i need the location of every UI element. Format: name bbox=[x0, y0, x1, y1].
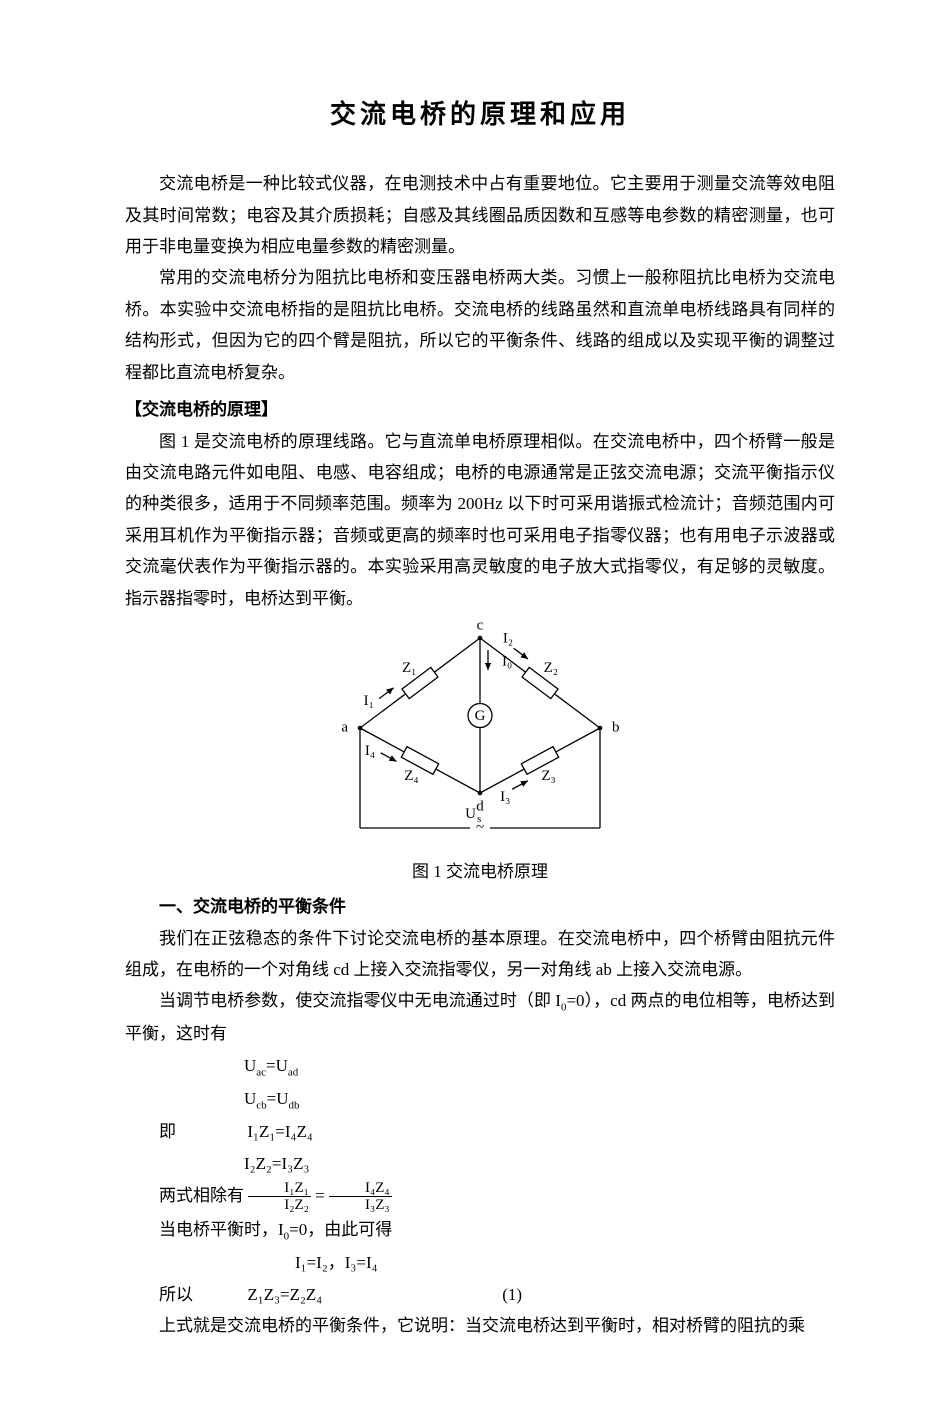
equation-number-1: (1) bbox=[502, 1279, 522, 1310]
svg-text:G: G bbox=[475, 708, 486, 724]
equation-line-i1z1: 即 I₁Z₁=I₄Z₄ bbox=[125, 1116, 835, 1147]
paragraph-conclusion: 上式就是交流电桥的平衡条件，它说明：当交流电桥达到平衡时，相对桥臂的阻抗的乘 bbox=[125, 1310, 835, 1341]
fraction-numerator: I₁Z₁ bbox=[248, 1180, 311, 1198]
svg-text:Z₁: Z₁ bbox=[402, 660, 416, 676]
paragraph-intro-1: 交流电桥是一种比较式仪器，在电测技术中占有重要地位。它主要用于测量交流等效电阻及… bbox=[125, 168, 835, 262]
paragraph-principle: 图 1 是交流电桥的原理线路。它与直流单电桥原理相似。在交流电桥中，四个桥臂一般… bbox=[125, 426, 835, 615]
eq-sub: cb bbox=[256, 1099, 266, 1111]
equation-i1i2-i3i4: I₁=I₂，I₃=I₄ bbox=[295, 1247, 835, 1279]
text-span: =0，由此可得 bbox=[289, 1220, 392, 1239]
equation-line-final: 所以 Z₁Z₃=Z₂Z₄ (1) bbox=[125, 1279, 835, 1310]
eq-sub: ad bbox=[288, 1066, 298, 1078]
eq-sub: db bbox=[289, 1099, 300, 1111]
equation-z1z3: Z₁Z₃=Z₂Z₄ bbox=[247, 1279, 322, 1310]
svg-text:Z₂: Z₂ bbox=[544, 660, 558, 676]
document-page: 交流电桥的原理和应用 交流电桥是一种比较式仪器，在电测技术中占有重要地位。它主要… bbox=[0, 0, 945, 1402]
svg-text:Z₃: Z₃ bbox=[541, 768, 555, 784]
eq-sym: U bbox=[276, 1089, 288, 1108]
paragraph-divide: 两式相除有 I₁Z₁ I₂Z₂ = I₄Z₄ I₃Z₃ bbox=[125, 1180, 835, 1214]
equation-ucb-udb: Ucb=Udb bbox=[244, 1083, 835, 1116]
svg-text:Z₄: Z₄ bbox=[404, 768, 418, 784]
equals-sign: = bbox=[315, 1186, 329, 1205]
svg-text:I₄: I₄ bbox=[365, 743, 375, 759]
eq-sym: U bbox=[244, 1089, 256, 1108]
equation-uac-uad: Uac=Uad bbox=[244, 1050, 835, 1083]
svg-text:c: c bbox=[477, 618, 484, 633]
page-title: 交流电桥的原理和应用 bbox=[125, 90, 835, 138]
lead-label: 当电桥平衡时，I bbox=[159, 1220, 284, 1239]
eq-sub: ac bbox=[256, 1066, 266, 1078]
eq-sym: U bbox=[276, 1056, 288, 1075]
lead-label: 所以 bbox=[125, 1279, 247, 1310]
equation-block: Uac=Uad Ucb=Udb bbox=[244, 1050, 835, 1117]
section-heading-principle: 【交流电桥的原理】 bbox=[125, 394, 835, 425]
fraction-denominator: I₂Z₂ bbox=[248, 1197, 311, 1214]
paragraph-balance-2: 当调节电桥参数，使交流指零仪中无电流通过时（即 I0=0），cd 两点的电位相等… bbox=[125, 985, 835, 1049]
fraction-left: I₁Z₁ I₂Z₂ bbox=[248, 1180, 311, 1214]
svg-text:I₁: I₁ bbox=[364, 693, 374, 709]
paragraph-when-balanced: 当电桥平衡时，I0=0，由此可得 bbox=[125, 1214, 835, 1247]
equation-i2z2: I₂Z₂=I₃Z₃ bbox=[244, 1148, 835, 1180]
equation-i1z1: I₁Z₁=I₄Z₄ bbox=[247, 1116, 312, 1147]
svg-text:U: U bbox=[465, 806, 476, 822]
svg-text:d: d bbox=[476, 799, 484, 815]
svg-text:I₀: I₀ bbox=[502, 654, 512, 670]
paragraph-balance-1: 我们在正弦稳态的条件下讨论交流电桥的基本原理。在交流电桥中，四个桥臂由阻抗元件组… bbox=[125, 923, 835, 986]
subheading-balance-condition: 一、交流电桥的平衡条件 bbox=[125, 891, 835, 922]
bridge-circuit-diagram: Z₁I₁Z₂I₂Z₃I₃Z₄I₄GI₀~Usabcd bbox=[330, 618, 630, 843]
figure-1: Z₁I₁Z₂I₂Z₃I₃Z₄I₄GI₀~Usabcd 图 1 交流电桥原理 bbox=[125, 618, 835, 887]
paragraph-intro-2: 常用的交流电桥分为阻抗比电桥和变压器电桥两大类。习惯上一般称阻抗比电桥为交流电桥… bbox=[125, 262, 835, 388]
fraction-right: I₄Z₄ I₃Z₃ bbox=[329, 1180, 392, 1214]
fraction-numerator: I₄Z₄ bbox=[329, 1180, 392, 1198]
lead-label: 两式相除有 bbox=[159, 1186, 244, 1205]
text-span: 当调节电桥参数，使交流指零仪中无电流通过时（即 I bbox=[159, 991, 561, 1010]
svg-text:s: s bbox=[477, 813, 481, 825]
svg-text:I₂: I₂ bbox=[503, 631, 513, 647]
svg-text:I₃: I₃ bbox=[500, 789, 510, 805]
eq-sym: U bbox=[244, 1056, 256, 1075]
svg-text:a: a bbox=[341, 720, 348, 736]
lead-label: 即 bbox=[125, 1116, 247, 1147]
svg-text:b: b bbox=[612, 720, 620, 736]
fraction-denominator: I₃Z₃ bbox=[329, 1197, 392, 1214]
figure-1-caption: 图 1 交流电桥原理 bbox=[125, 856, 835, 887]
